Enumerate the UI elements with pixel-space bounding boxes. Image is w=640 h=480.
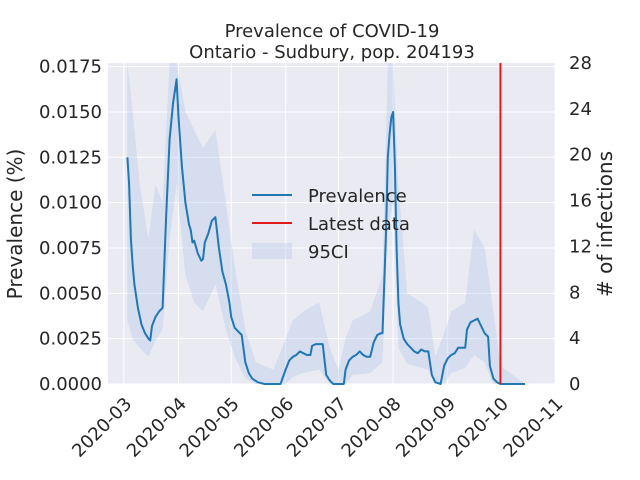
y2-tick-label: 28 <box>569 53 592 74</box>
chart-title: Prevalence of COVID-19 <box>225 21 440 42</box>
legend-latest-label: Latest data <box>308 214 410 235</box>
y-axis-ticks: 0.0000 0.0025 0.0050 0.0075 0.0100 0.0125 0.01… <box>39 57 102 395</box>
y-tick-label: 0.0125 <box>39 147 102 168</box>
y2-tick-label: 8 <box>569 282 580 303</box>
ci-band <box>127 63 526 384</box>
y2-tick-label: 16 <box>569 191 592 212</box>
y-tick-label: 0.0150 <box>39 102 102 123</box>
y2-tick-label: 20 <box>569 145 592 166</box>
y-tick-label: 0.0025 <box>39 329 102 350</box>
y-axis-label: Prevalence (%) <box>3 149 27 300</box>
y-tick-label: 0.0050 <box>39 283 102 304</box>
x-tick-label: 2020-11 <box>499 394 567 462</box>
prevalence-line-layer <box>126 78 526 385</box>
confidence-band-layer <box>127 63 526 384</box>
prevalence-line <box>126 78 526 385</box>
grid <box>108 63 556 385</box>
x-axis-ticks: 2020-032020-042020-052020-062020-072020-… <box>68 394 567 462</box>
legend: Prevalence Latest data 95CI <box>252 186 410 263</box>
legend-prevalence-label: Prevalence <box>308 186 407 207</box>
legend-ci-label: 95CI <box>308 242 349 263</box>
y2-tick-label: 24 <box>569 99 592 120</box>
y2-axis-label: # of infections <box>593 151 617 297</box>
y2-tick-label: 4 <box>569 328 580 349</box>
chart-subtitle: Ontario - Sudbury, pop. 204193 <box>189 42 475 63</box>
plot-area <box>108 63 555 384</box>
legend-ci-swatch <box>252 243 292 259</box>
y2-axis-ticks: 0 4 8 12 16 20 24 28 <box>569 53 592 395</box>
y2-tick-label: 12 <box>569 236 592 257</box>
y-tick-label: 0.0100 <box>39 193 102 214</box>
y-tick-label: 0.0175 <box>39 57 102 78</box>
y2-tick-label: 0 <box>569 374 580 395</box>
y-tick-label: 0.0075 <box>39 238 102 259</box>
y-tick-label: 0.0000 <box>39 374 102 395</box>
